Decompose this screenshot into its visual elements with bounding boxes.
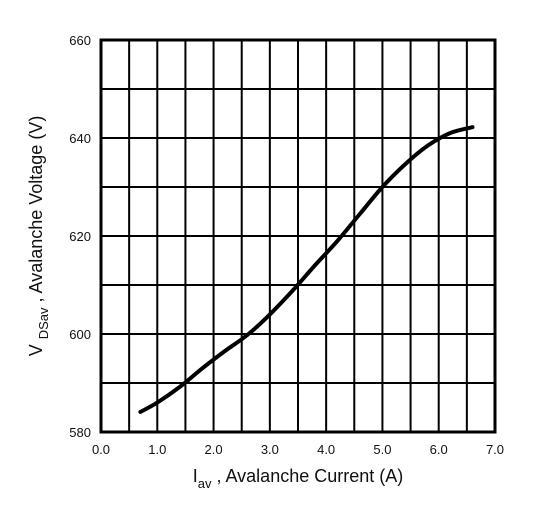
y-tick-label: 600 bbox=[69, 327, 91, 342]
y-axis-title-sub: DSav bbox=[36, 307, 51, 339]
x-axis-title-sub: av bbox=[198, 476, 212, 491]
x-tick-label: 1.0 bbox=[148, 442, 166, 457]
x-tick-label: 7.0 bbox=[486, 442, 504, 457]
x-axis-title: Iav , Avalanche Current (A) bbox=[193, 466, 404, 491]
x-tick-label: 4.0 bbox=[317, 442, 335, 457]
plot-frame bbox=[99, 38, 497, 434]
y-axis-title: V DSav , Avalanche Voltage (V) bbox=[26, 116, 51, 357]
y-tick-label: 660 bbox=[69, 33, 91, 48]
x-axis-title-rest: , Avalanche Current (A) bbox=[211, 466, 403, 486]
y-tick-label: 580 bbox=[69, 425, 91, 440]
y-axis-title-rest: , Avalanche Voltage (V) bbox=[26, 116, 46, 308]
y-tick-labels: 580 600 620 640 660 bbox=[69, 33, 91, 440]
y-tick-label: 620 bbox=[69, 229, 91, 244]
x-tick-label: 3.0 bbox=[261, 442, 279, 457]
series-layer bbox=[138, 125, 475, 414]
x-tick-label: 2.0 bbox=[205, 442, 223, 457]
x-tick-label: 6.0 bbox=[430, 442, 448, 457]
y-tick-label: 640 bbox=[69, 131, 91, 146]
series-line bbox=[138, 125, 475, 414]
x-tick-label: 5.0 bbox=[373, 442, 391, 457]
x-tick-label: 0.0 bbox=[92, 442, 110, 457]
x-axis-title-main: I bbox=[193, 466, 198, 486]
x-tick-labels: 0.0 1.0 2.0 3.0 4.0 5.0 6.0 7.0 bbox=[92, 442, 504, 457]
y-axis-title-main: V bbox=[26, 339, 46, 356]
